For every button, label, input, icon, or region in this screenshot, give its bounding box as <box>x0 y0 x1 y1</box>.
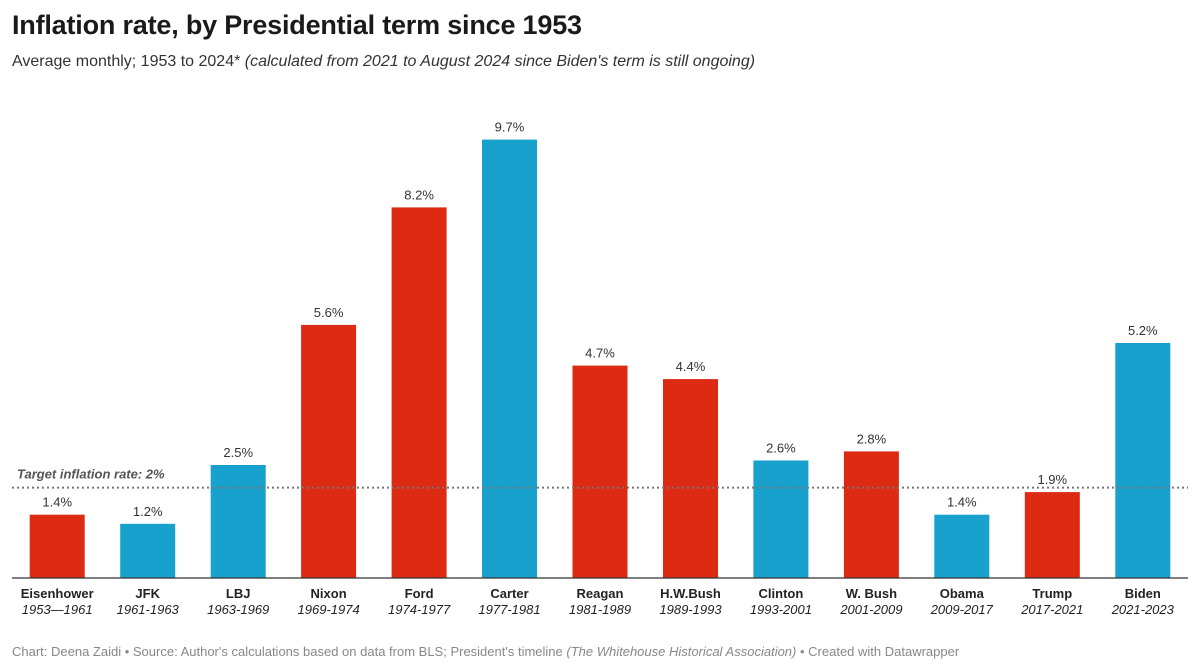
bar-biden <box>1115 343 1171 578</box>
category-label: Eisenhower <box>21 586 94 601</box>
term-label: 1977-1981 <box>478 602 540 617</box>
bar-reagan <box>572 365 628 578</box>
category-label: Nixon <box>311 586 347 601</box>
category-label: Obama <box>940 586 985 601</box>
bar-nixon <box>301 324 357 578</box>
subtitle-note: (calculated from 2021 to August 2024 sin… <box>244 53 756 70</box>
term-label: 2017-2021 <box>1020 602 1083 617</box>
data-label: 1.4% <box>42 495 72 510</box>
data-label: 2.5% <box>223 445 253 460</box>
category-label: Reagan <box>577 586 624 601</box>
term-label: 1963-1969 <box>207 602 269 617</box>
term-label: 1969-1974 <box>298 602 360 617</box>
bar-eisenhower <box>29 514 85 578</box>
category-label: Clinton <box>759 586 804 601</box>
term-label: 2009-2017 <box>930 602 994 617</box>
target-inflation-label: Target inflation rate: 2% <box>17 467 165 482</box>
term-label: 1961-1963 <box>117 602 180 617</box>
bar-obama <box>934 514 990 578</box>
bar-carter <box>482 139 537 578</box>
chart-subtitle: Average monthly; 1953 to 2024* (calculat… <box>12 53 755 71</box>
term-label: 1953—1961 <box>22 602 93 617</box>
data-label: 5.2% <box>1128 323 1158 338</box>
category-label: W. Bush <box>846 586 897 601</box>
subtitle-main: Average monthly; 1953 to 2024* <box>12 53 245 70</box>
category-label: Biden <box>1125 586 1161 601</box>
data-label: 2.8% <box>857 431 887 446</box>
term-label: 1981-1989 <box>569 602 631 617</box>
bar-clinton <box>753 460 809 578</box>
term-label: 2001-2009 <box>839 602 902 617</box>
category-label: LBJ <box>226 586 251 601</box>
data-label: 9.7% <box>495 120 525 135</box>
chart-title: Inflation rate, by Presidential term sin… <box>12 10 582 40</box>
bar-trump <box>1024 492 1080 578</box>
data-label: 5.6% <box>314 305 344 320</box>
footer-suffix: • Created with Datawrapper <box>796 644 960 659</box>
bar-ford <box>391 207 447 578</box>
data-label: 4.7% <box>585 346 615 361</box>
data-label: 8.2% <box>404 187 434 202</box>
data-label: 1.9% <box>1037 472 1067 487</box>
term-label: 1989-1993 <box>659 602 722 617</box>
category-label: Carter <box>490 586 528 601</box>
bar-w-bush <box>843 451 899 578</box>
term-label: 1993-2001 <box>750 602 812 617</box>
data-label: 1.4% <box>947 495 977 510</box>
footer-credit: Chart: Deena Zaidi • Source: Author's ca… <box>12 644 567 659</box>
term-label: 2021-2023 <box>1111 602 1175 617</box>
chart-footer: Chart: Deena Zaidi • Source: Author's ca… <box>12 644 959 659</box>
footer-source: (The Whitehouse Historical Association) <box>566 644 797 659</box>
term-label: 1974-1977 <box>388 602 451 617</box>
category-label: Ford <box>405 586 434 601</box>
category-label: Trump <box>1032 586 1072 601</box>
data-label: 4.4% <box>676 359 706 374</box>
bar-lbj <box>210 465 266 578</box>
bar-jfk <box>120 523 176 578</box>
data-label: 1.2% <box>133 504 163 519</box>
category-label: H.W.Bush <box>660 586 721 601</box>
data-label: 2.6% <box>766 441 796 456</box>
bar-h-w-bush <box>663 379 718 578</box>
category-label: JFK <box>135 586 160 601</box>
